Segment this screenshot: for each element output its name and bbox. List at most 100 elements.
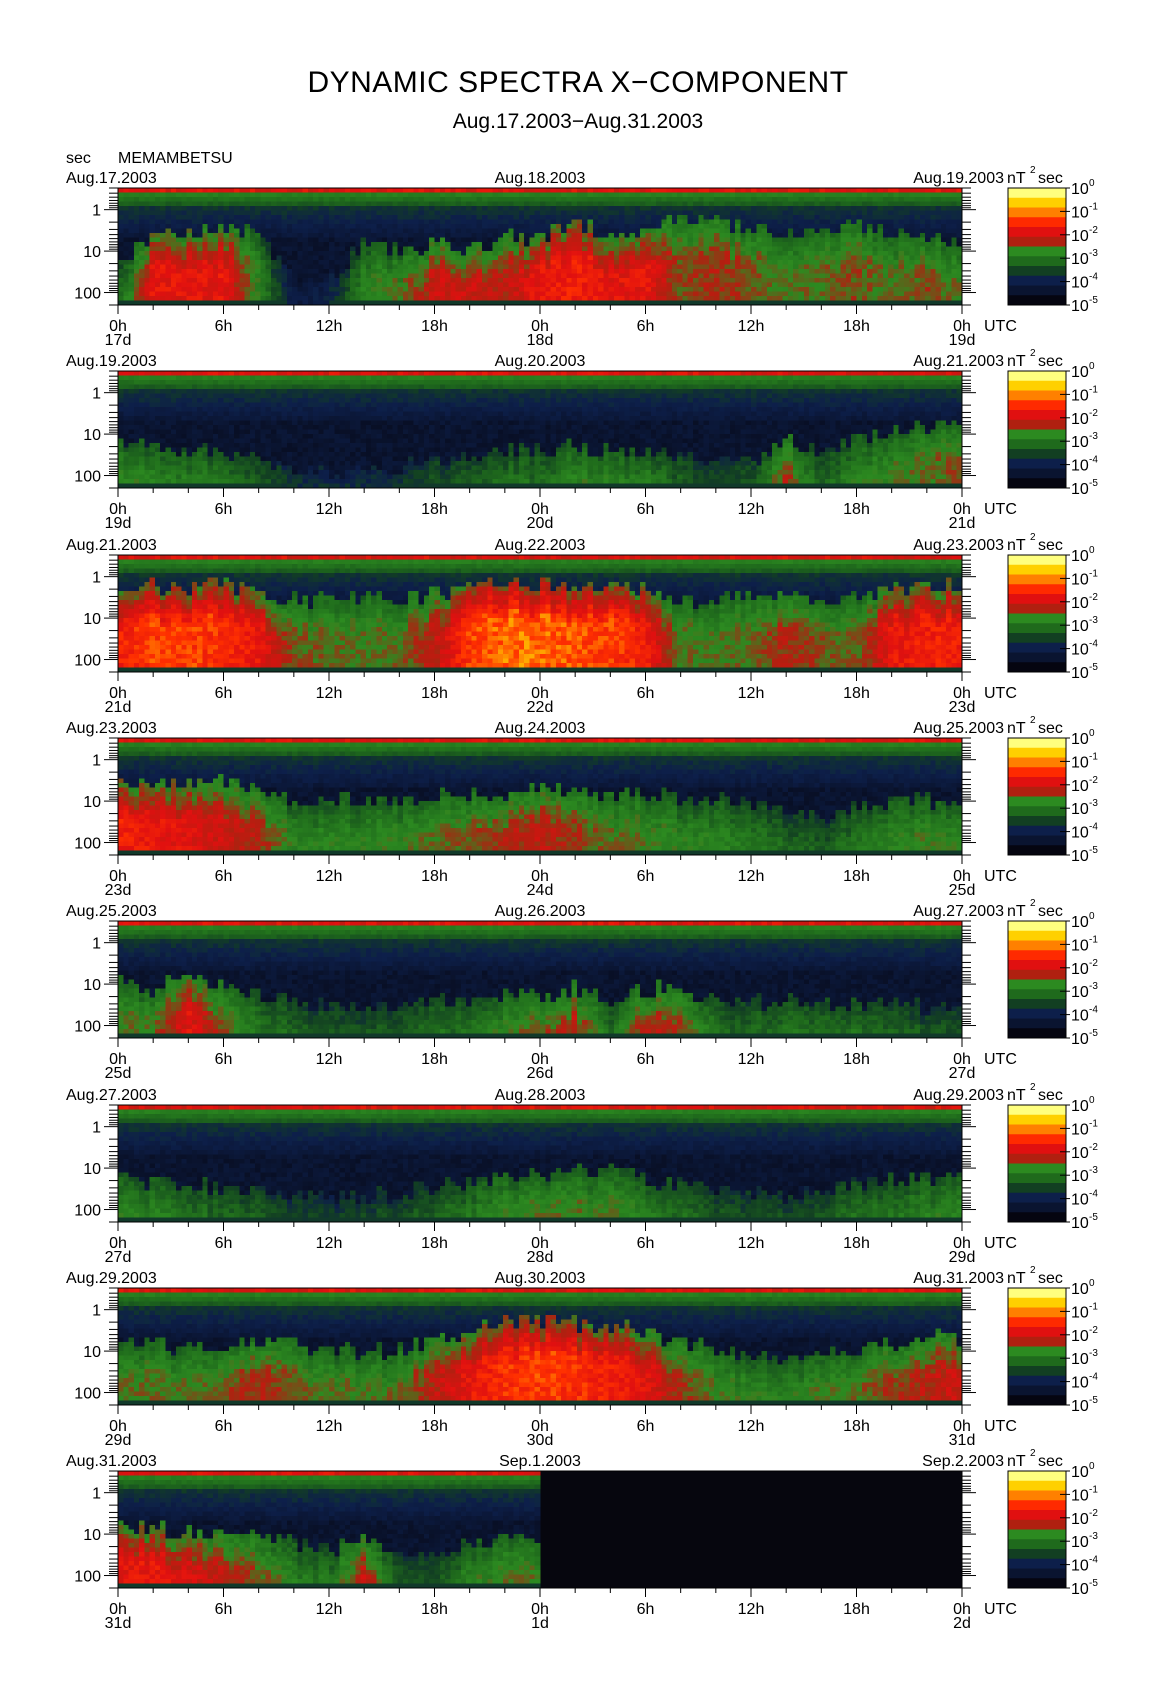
spectrogram-cell: [129, 233, 135, 238]
spectrogram-cell: [746, 256, 752, 261]
spectrogram-cell: [408, 211, 414, 216]
spectrogram-cell: [303, 202, 309, 207]
spectrogram-cell: [746, 215, 752, 220]
spectrogram-cell: [234, 265, 240, 270]
spectrogram-cell: [593, 229, 599, 234]
spectrogram-cell: [482, 274, 488, 279]
spectrogram-cell: [682, 269, 688, 274]
spectrogram-cell: [714, 224, 720, 229]
spectrogram-cell: [276, 292, 282, 297]
spectrogram-cell: [340, 233, 346, 238]
spectrogram-cell: [334, 197, 340, 202]
spectrogram-cell: [445, 265, 451, 270]
y-unit-label: sec: [66, 150, 91, 167]
spectrogram-cell: [788, 197, 794, 202]
spectrogram-cell: [144, 287, 150, 292]
spectrogram-cell: [593, 256, 599, 261]
spectrogram-cell: [630, 220, 636, 225]
spectrogram-cell: [777, 247, 783, 252]
spectrogram-cell: [255, 247, 261, 252]
spectrogram-cell: [751, 188, 757, 193]
spectrogram-cell: [783, 215, 789, 220]
spectrogram-cell: [756, 233, 762, 238]
spectrogram-cell: [651, 283, 657, 288]
spectrogram-cell: [239, 193, 245, 198]
spectrogram-cell: [556, 296, 562, 301]
spectrogram-cell: [129, 242, 135, 247]
spectrogram-cell: [561, 188, 567, 193]
spectrogram-cell: [218, 256, 224, 261]
spectrogram-cell: [371, 242, 377, 247]
panels: Aug.17.2003 Aug.18.2003 Aug.19.20031101000…: [66, 165, 1098, 1632]
spectrogram-cell: [445, 220, 451, 225]
spectrogram-cell: [329, 256, 335, 261]
spectrogram-cell: [646, 197, 652, 202]
spectrogram-cell: [466, 269, 472, 274]
spectrogram-cell: [287, 197, 293, 202]
spectrogram-cell: [197, 197, 203, 202]
spectrogram-cell: [461, 193, 467, 198]
spectrogram-cell: [762, 229, 768, 234]
spectrogram-cell: [577, 283, 583, 288]
spectrogram-cell: [598, 260, 604, 265]
spectrogram-cell: [735, 206, 741, 211]
spectrogram-cell: [398, 238, 404, 243]
spectrogram-cell: [698, 265, 704, 270]
spectrogram-cell: [619, 202, 625, 207]
spectrogram-cell: [508, 260, 514, 265]
spectrogram-cell: [524, 188, 530, 193]
spectrogram-cell: [445, 188, 451, 193]
spectrogram-cell: [176, 287, 182, 292]
spectrogram-cell: [171, 247, 177, 252]
spectrogram-cell: [150, 220, 156, 225]
spectrogram-cell: [667, 287, 673, 292]
spectrogram-cell: [202, 260, 208, 265]
spectrogram-cell: [756, 287, 762, 292]
spectrogram-cell: [519, 247, 525, 252]
spectrogram-cell: [524, 269, 530, 274]
spectrogram-cell: [398, 283, 404, 288]
spectrogram-cell: [419, 215, 425, 220]
spectrogram-cell: [651, 233, 657, 238]
spectrogram-cell: [693, 274, 699, 279]
spectrogram-cell: [498, 247, 504, 252]
spectrogram-cell: [693, 188, 699, 193]
spectrogram-cell: [677, 193, 683, 198]
spectrogram-cell: [667, 229, 673, 234]
spectrogram-cell: [424, 274, 430, 279]
spectrogram-cell: [493, 247, 499, 252]
spectrogram-cell: [577, 265, 583, 270]
spectrogram-cell: [551, 238, 557, 243]
spectrogram-cell: [229, 274, 235, 279]
spectrogram-cell: [667, 224, 673, 229]
spectrogram-cell: [493, 251, 499, 256]
spectrogram-cell: [456, 287, 462, 292]
spectrogram-cell: [667, 215, 673, 220]
spectrogram-cell: [318, 229, 324, 234]
spectrogram-cell: [297, 256, 303, 261]
spectrogram-cell: [535, 193, 541, 198]
spectrogram-cell: [746, 220, 752, 225]
spectrogram-cell: [413, 283, 419, 288]
spectrogram-cell: [487, 287, 493, 292]
spectrogram-cell: [529, 283, 535, 288]
spectrogram-cell: [376, 193, 382, 198]
spectrogram-cell: [514, 215, 520, 220]
spectrogram-cell: [635, 197, 641, 202]
spectrogram-cell: [487, 233, 493, 238]
spectrogram-cell: [540, 238, 546, 243]
spectrogram-cell: [693, 265, 699, 270]
spectrogram-cell: [287, 220, 293, 225]
spectrogram-cell: [740, 274, 746, 279]
spectrogram-cell: [435, 265, 441, 270]
spectrogram-cell: [751, 274, 757, 279]
spectrogram-cell: [139, 283, 145, 288]
spectrogram-cell: [334, 220, 340, 225]
spectrogram-cell: [118, 215, 124, 220]
spectrogram-cell: [376, 238, 382, 243]
spectrogram-cell: [682, 278, 688, 283]
spectrogram-cell: [176, 215, 182, 220]
spectrogram-cell: [466, 260, 472, 265]
spectrogram-cell: [181, 274, 187, 279]
spectrogram-cell: [540, 233, 546, 238]
